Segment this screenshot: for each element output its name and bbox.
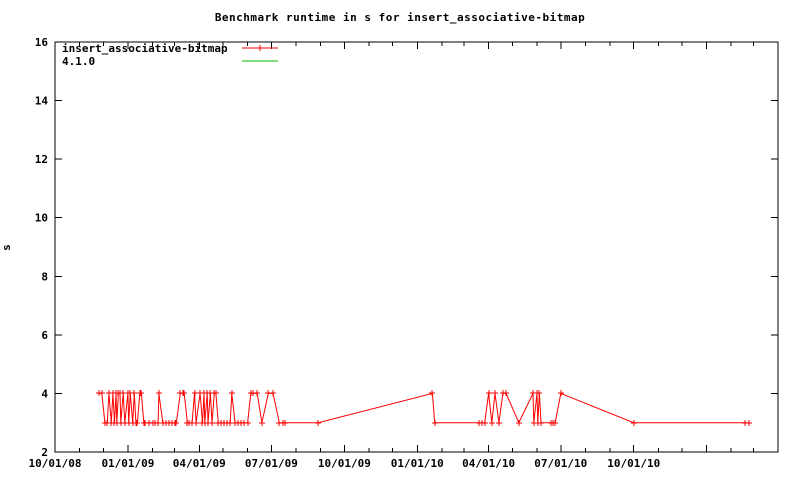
- x-tick-label: 10/01/08: [29, 457, 82, 470]
- x-axis-ticks: [54, 42, 779, 452]
- chart-title: Benchmark runtime in s for insert_associ…: [214, 11, 586, 24]
- y-tick-label: 6: [41, 329, 48, 342]
- y-tick-label: 2: [41, 446, 48, 459]
- legend-label-version: 4.1.0: [62, 55, 96, 68]
- x-tick-label: 10/01/09: [318, 457, 371, 470]
- y-tick-label: 4: [41, 387, 48, 400]
- legend-label-series: insert_associative-bitmap: [62, 42, 228, 55]
- x-tick-label: 01/01/09: [101, 457, 154, 470]
- x-tick-label: 04/01/09: [173, 457, 226, 470]
- x-tick-label: 01/01/10: [391, 457, 444, 470]
- y-axis-ticks: [55, 41, 778, 453]
- y-tick-label: 8: [41, 270, 48, 283]
- y-tick-label: 14: [35, 95, 49, 108]
- y-tick-label: 16: [35, 36, 49, 49]
- x-tick-label: 04/01/10: [462, 457, 515, 470]
- x-tick-label: 10/01/10: [607, 457, 660, 470]
- axes: [54, 41, 779, 453]
- data-point-markers: [96, 390, 752, 426]
- series-insert_associative-bitmap: [96, 390, 752, 426]
- y-tick-label: 10: [35, 212, 48, 225]
- legend-sample-marker: [257, 45, 263, 51]
- plot-border: [54, 41, 779, 453]
- x-tick-label: 07/01/09: [245, 457, 298, 470]
- data-line: [99, 392, 749, 424]
- x-axis-tick-labels: 10/01/08 01/01/09 04/01/09 07/01/09 10/01/09…: [29, 457, 661, 470]
- y-axis-tick-labels: 2 4 6 8 10 12 14 16: [35, 36, 49, 459]
- legend-samples: [242, 45, 278, 62]
- y-tick-label: 12: [35, 153, 48, 166]
- x-tick-label: 07/01/10: [534, 457, 587, 470]
